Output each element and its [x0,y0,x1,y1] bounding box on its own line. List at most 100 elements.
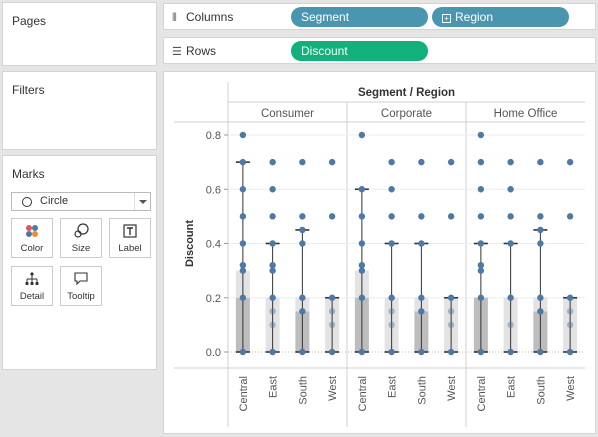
size-label: Size [71,243,91,254]
data-point [537,240,544,247]
pages-card[interactable]: Pages [2,2,157,66]
data-point [566,294,574,301]
segment-header: Corporate [381,108,432,120]
data-point [388,186,395,193]
data-point [566,213,574,220]
rows-shelf-label: ☰ Rows [172,44,217,58]
data-point [507,213,514,220]
color-label: Color [20,243,44,254]
tooltip-button[interactable]: Tooltip [60,266,102,306]
data-point [418,294,425,301]
segment-header: Consumer [261,108,314,120]
data-point [358,267,366,274]
data-point [299,213,306,220]
data-point [477,262,485,269]
data-point [537,348,544,356]
data-point [358,131,366,139]
detail-label: Detail [19,291,45,302]
data-point [388,240,395,247]
rows-icon: ☰ [172,46,182,58]
data-point [388,294,395,301]
data-point [507,186,514,193]
tooltip-icon [61,271,101,287]
data-point [239,131,247,139]
data-point [358,294,366,301]
pages-title: Pages [12,14,47,28]
data-point [269,213,276,220]
data-point [328,294,336,301]
label-button[interactable]: Label [109,218,151,258]
data-point [477,267,485,274]
viz-view[interactable]: Segment / Region Consumer Corporate Home Of… [163,71,596,434]
data-point [269,267,276,274]
color-button[interactable]: Color [11,218,53,258]
chart-title: Segment / Region [358,87,455,99]
data-point [477,240,485,247]
box-plot-chart[interactable]: Segment / Region Consumer Corporate Home Of… [164,72,595,433]
data-point [388,348,395,356]
data-point [477,158,485,166]
data-point [477,294,485,301]
mark-type-value: Circle [40,195,69,207]
data-point [477,186,485,193]
region-tick-label: West [327,376,339,401]
data-point [239,240,247,247]
segment-pill[interactable]: Segment [291,7,428,27]
data-point [239,267,247,274]
discount-pill[interactable]: Discount [291,41,428,61]
data-point [299,226,306,234]
mark-type-dropdown[interactable]: Circle [11,192,151,211]
region-tick-label: East [268,376,280,398]
filters-card[interactable]: Filters [2,71,157,150]
data-point [269,262,276,269]
data-point [299,294,306,301]
y-tick-label: 0.6 [206,184,221,196]
size-button[interactable]: Size [60,218,102,258]
label-icon [110,223,150,239]
region-tick-label: West [565,376,577,401]
columns-shelf[interactable]: ⦀ Columns Segment + Region [163,3,596,30]
data-point [566,158,574,166]
chevron-down-icon[interactable] [134,193,150,210]
region-tick-label: Central [357,376,369,411]
data-point [269,308,276,315]
data-point [537,308,544,315]
expand-icon[interactable]: + [442,14,451,23]
data-point [358,348,366,356]
data-point [447,213,455,220]
detail-button[interactable]: Detail [11,266,53,306]
data-point [447,308,455,315]
data-point [299,308,306,315]
data-point [358,186,366,193]
data-point [269,186,276,193]
data-point [358,213,366,220]
circle-icon [22,197,32,207]
data-point [566,308,574,315]
region-tick-label: Central [238,376,250,411]
data-point [507,348,514,356]
size-icon [61,223,101,239]
data-point [566,321,574,329]
data-point [418,213,425,220]
data-point [566,348,574,356]
data-point [358,262,366,269]
data-point [418,240,425,247]
tooltip-label: Tooltip [67,291,95,302]
marks-card: Marks Circle Color Size La [2,155,157,370]
data-point [477,213,485,220]
region-pill[interactable]: + Region [432,7,569,27]
rows-shelf[interactable]: ☰ Rows Discount [163,37,596,64]
data-point [507,321,514,329]
data-point [269,294,276,301]
region-tick-label: South [535,376,547,405]
y-axis-label: Discount [184,220,196,267]
data-point [537,158,544,166]
data-point [418,158,425,166]
y-tick-label: 0.0 [206,347,221,359]
data-point [239,348,247,356]
data-point [239,294,247,301]
data-point [269,158,276,166]
columns-icon: ⦀ [172,12,177,24]
data-point [447,348,455,356]
data-point [269,240,276,247]
